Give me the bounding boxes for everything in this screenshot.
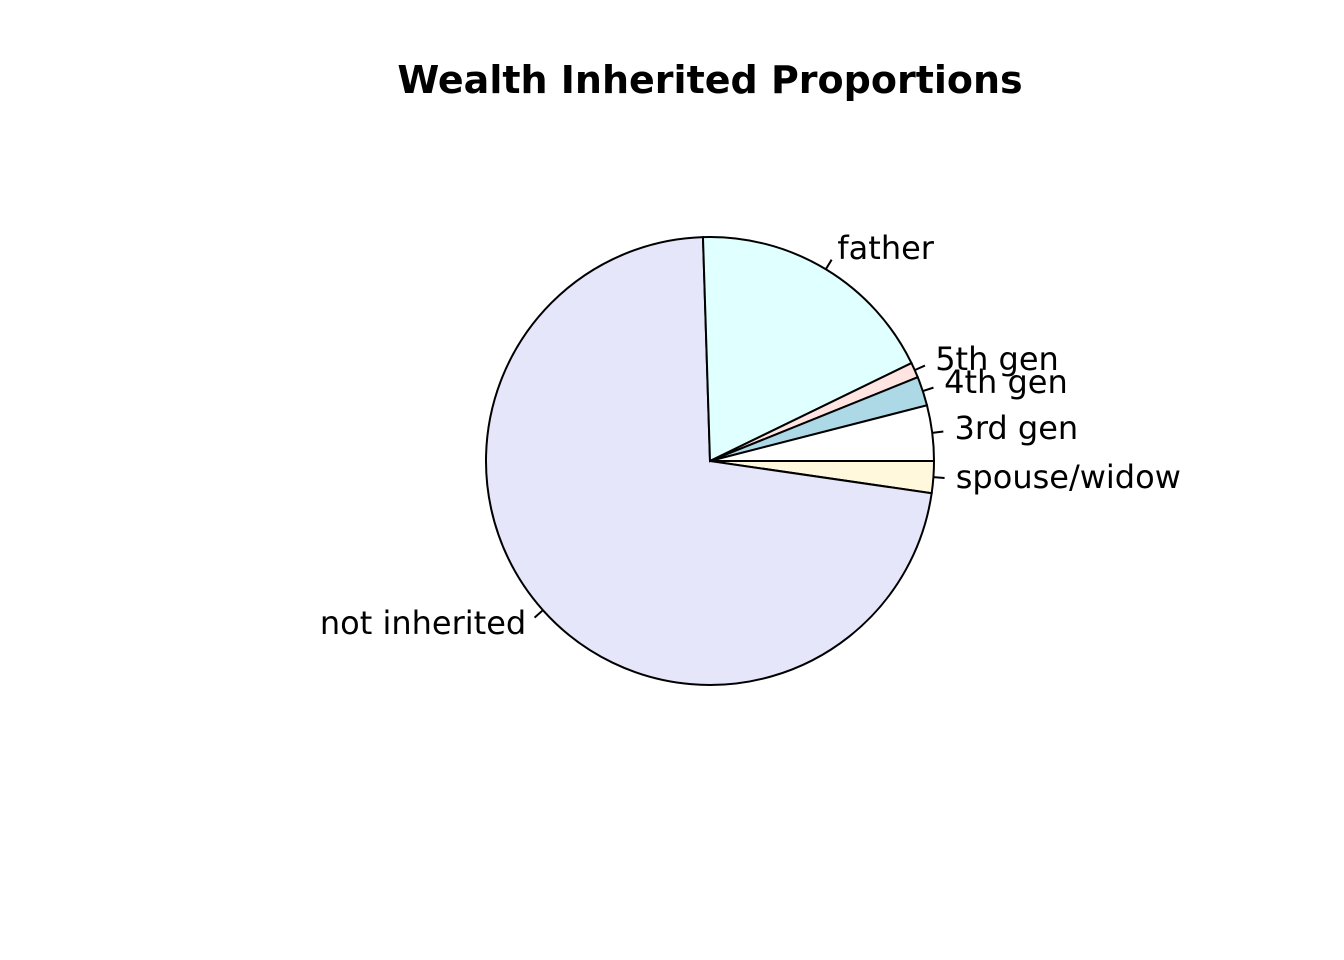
pie-slices xyxy=(485,236,936,686)
pie-label-4th-gen: 4th gen xyxy=(944,363,1068,401)
pie-slice-father xyxy=(701,236,913,463)
pie-slice-3rd-gen xyxy=(709,404,936,462)
pie-label-father: father xyxy=(837,229,934,267)
leader-line-4th-gen xyxy=(922,386,934,393)
pie-labels: spouse/widow not inherited father 5th gen4t… xyxy=(320,229,1181,642)
chart-title: Wealth Inherited Proportions xyxy=(397,58,1022,102)
pie-label-3rd-gen: 3rd gen xyxy=(954,409,1078,447)
pie-label-spouse-widow: spouse/widow xyxy=(956,458,1181,496)
leader-line-3rd-gen xyxy=(932,430,944,434)
leader-line-spouse-widow xyxy=(933,476,945,479)
pie-label-5th-gen: 5th gen xyxy=(935,340,1059,378)
pie-label-not-inherited: not inherited xyxy=(320,604,526,642)
pie-leader-lines xyxy=(533,259,945,619)
leader-line-father xyxy=(824,259,833,270)
leader-line-not-inherited xyxy=(533,609,544,619)
leader-line-5th-gen xyxy=(914,364,926,372)
